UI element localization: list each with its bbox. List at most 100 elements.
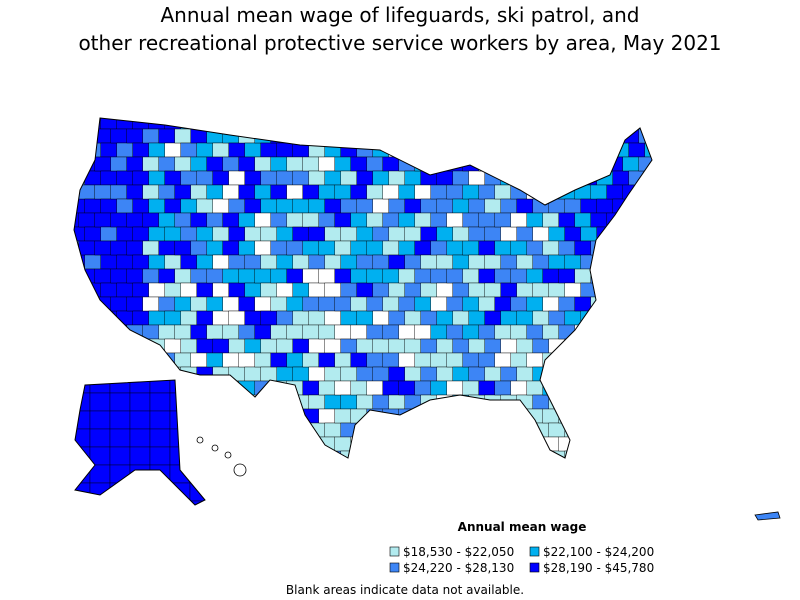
area [126,184,143,200]
area [398,156,415,172]
area [276,366,293,382]
area [446,408,463,424]
footnote: Blank areas indicate data not available. [286,583,524,597]
area [366,268,383,284]
area [484,310,501,326]
area [628,450,645,458]
area [196,366,213,382]
area [286,240,303,256]
area [302,436,319,452]
area [596,310,613,326]
area [356,394,373,410]
area [276,226,293,242]
area [564,254,581,270]
area [244,310,261,326]
area [190,352,207,368]
area [494,212,511,228]
area [276,282,293,298]
area [500,450,517,458]
area [622,324,639,340]
area [542,436,559,452]
area [574,212,591,228]
area [206,128,223,144]
area [196,226,213,242]
area [596,118,613,130]
area [382,408,399,424]
area [430,436,447,452]
area [580,450,597,458]
area [126,212,143,228]
area [606,268,623,284]
area [638,212,652,228]
area [94,352,111,368]
area [84,198,101,214]
area [388,170,405,186]
area [270,156,287,172]
area [526,380,543,396]
area [100,198,117,214]
area [276,394,293,410]
area [542,128,559,144]
area [452,170,469,186]
area [526,352,543,368]
area [110,128,127,144]
title-line: Annual mean wage of lifeguards, ski patr… [161,3,640,27]
area [478,408,495,424]
area [542,212,559,228]
area [340,226,357,242]
area [196,422,213,438]
area [270,268,287,284]
area [129,392,151,412]
area [510,156,527,172]
area [622,212,639,228]
area [318,352,335,368]
area [404,450,421,458]
area [189,500,205,505]
area [510,268,527,284]
area [596,142,613,158]
area [84,366,101,382]
area [644,394,652,410]
area [84,226,101,242]
area [372,170,389,186]
area [169,500,191,505]
area [340,254,357,270]
area [500,282,517,298]
area [270,240,287,256]
area [189,380,205,394]
area [238,212,255,228]
area [260,254,277,270]
area [542,240,559,256]
area [366,380,383,396]
area [212,118,229,130]
area [334,212,351,228]
area [484,142,501,158]
area [468,226,485,242]
area [356,338,373,354]
area [196,394,213,410]
area [382,128,399,144]
area [564,310,581,326]
area [308,310,325,326]
area [78,324,95,340]
area [612,310,629,326]
area [500,142,517,158]
area [189,464,205,484]
area [644,450,652,458]
area [580,338,597,354]
area [228,254,245,270]
area [110,184,127,200]
area [382,380,399,396]
area [484,118,501,130]
area [558,380,575,396]
area [302,212,319,228]
area [74,324,79,340]
area [292,366,309,382]
area [89,392,111,412]
area [638,296,652,312]
area [126,268,143,284]
area [334,380,351,396]
area [382,184,399,200]
area [372,254,389,270]
area [526,128,543,144]
